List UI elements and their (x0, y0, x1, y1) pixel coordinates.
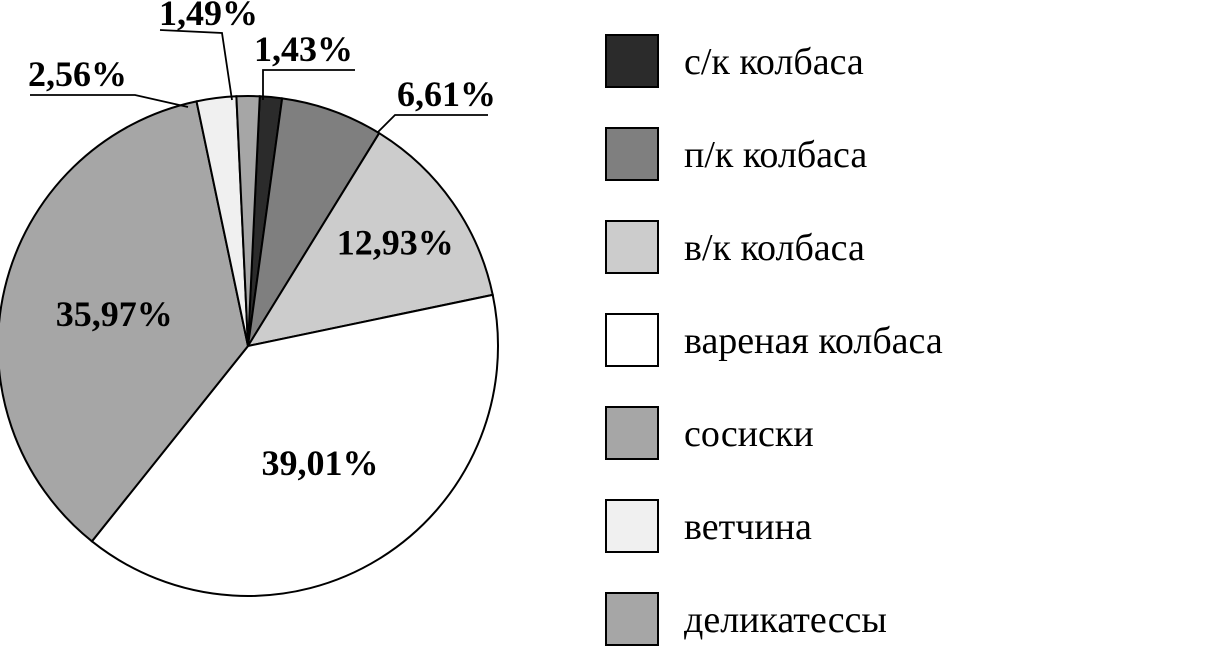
slice-value-labels: 1,43% 6,61% 12,93% 39,01% 35,97% 2,56% 1,49% (28, 0, 496, 483)
legend-swatch-pk-kolbasa (605, 127, 659, 181)
pie-slice-varenaya-kolbasa (90, 293, 499, 597)
legend-label-sosiski: сосиски (684, 413, 814, 455)
pie-slices (0, 95, 499, 597)
legend-label-vetchina: ветчина (684, 506, 812, 548)
value-label-sk-kolbasa: 1,43% (254, 29, 353, 69)
legend-label-delikatessy: деликатессы (684, 599, 887, 641)
leader-line-vetchina (30, 94, 189, 108)
legend-swatch-varenaya-kolbasa (605, 313, 659, 367)
value-label-vetchina: 2,56% (28, 54, 127, 94)
legend-swatch-sk-kolbasa (605, 34, 659, 88)
legend: с/к колбаса п/к колбаса в/к колбаса вареная… (605, 34, 943, 646)
leader-line-delikatessy (159, 29, 233, 101)
value-label-pk-kolbasa: 6,61% (397, 74, 496, 114)
label-leader-lines (30, 29, 488, 133)
legend-label-varenaya-kolbasa: вареная колбаса (684, 320, 943, 362)
legend-swatch-vk-kolbasa (605, 220, 659, 274)
legend-label-vk-kolbasa: в/к колбаса (684, 227, 865, 269)
leader-line-sk (262, 69, 355, 100)
legend-swatch-sosiski (605, 406, 659, 460)
value-label-vk-kolbasa: 12,93% (337, 223, 454, 263)
value-label-sosiski: 35,97% (56, 294, 173, 334)
leader-line-pk (377, 114, 488, 133)
legend-swatch-delikatessy (605, 592, 659, 646)
legend-label-sk-kolbasa: с/к колбаса (684, 41, 864, 83)
value-label-delikatessy: 1,49% (159, 0, 258, 33)
legend-swatch-vetchina (605, 499, 659, 553)
value-label-varenaya-kolbasa: 39,01% (262, 443, 379, 483)
pie-slice-sosiski (0, 100, 250, 543)
pie-slice-delikatessy (235, 95, 261, 347)
pie-slice-vk-kolbasa (245, 131, 494, 348)
legend-label-pk-kolbasa: п/к колбаса (684, 134, 867, 176)
